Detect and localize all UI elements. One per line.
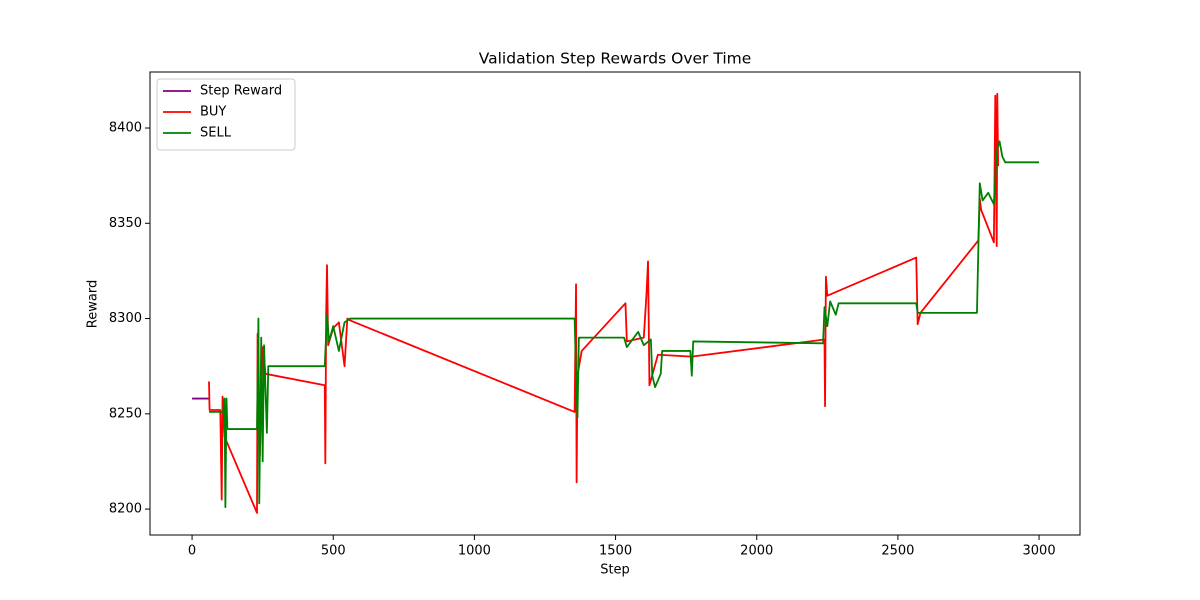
x-tick-label: 3000 — [1023, 544, 1056, 559]
legend-label: Step Reward — [200, 84, 282, 99]
x-tick-label: 2500 — [881, 544, 914, 559]
y-axis-label: Reward — [86, 280, 101, 328]
x-tick-label: 1500 — [599, 544, 632, 559]
chart-title: Validation Step Rewards Over Time — [479, 50, 752, 68]
x-axis-label: Step — [600, 563, 630, 578]
y-tick-label: 8200 — [109, 502, 142, 517]
plot-frame — [149, 71, 1081, 536]
x-tick-label: 0 — [188, 544, 196, 559]
legend-label: BUY — [200, 105, 226, 120]
legend-label: SELL — [200, 126, 232, 141]
legend-box — [156, 78, 296, 151]
y-tick-label: 8300 — [109, 311, 142, 326]
y-tick-label: 8250 — [109, 406, 142, 421]
y-tick-label: 8350 — [109, 216, 142, 231]
x-tick-label: 1000 — [458, 544, 491, 559]
x-tick-label: 500 — [321, 544, 346, 559]
x-tick-label: 2000 — [740, 544, 773, 559]
legend: Step Reward BUY SELL — [156, 78, 296, 151]
series-line — [209, 140, 1040, 509]
y-tick-label: 8400 — [109, 121, 142, 136]
